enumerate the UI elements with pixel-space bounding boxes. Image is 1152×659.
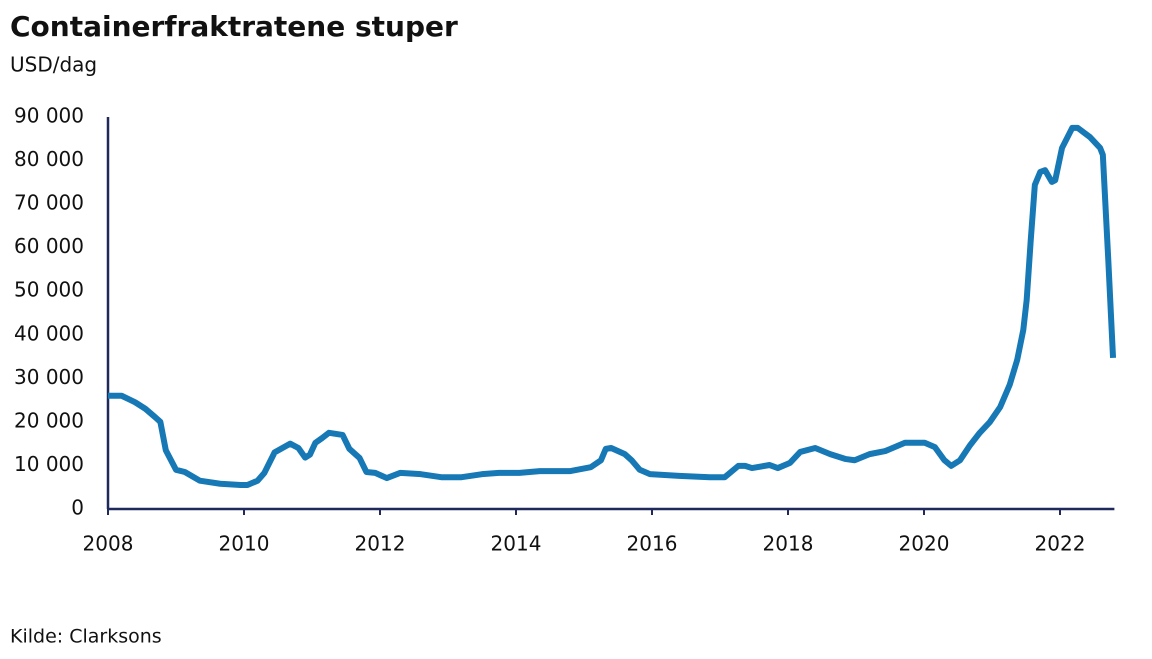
chart-subtitle: USD/dag — [10, 53, 97, 77]
y-tick-label: 90 000 — [14, 104, 84, 128]
y-tick-label: 70 000 — [14, 191, 84, 215]
x-tick-label: 2010 — [219, 532, 270, 556]
y-tick-label: 40 000 — [14, 321, 84, 345]
x-tick-label: 2008 — [83, 532, 134, 556]
y-tick-label: 80 000 — [14, 147, 84, 171]
x-tick-label: 2020 — [899, 532, 950, 556]
x-tick-label: 2014 — [491, 532, 542, 556]
y-tick-label: 20 000 — [14, 408, 84, 432]
y-tick-label: 60 000 — [14, 234, 84, 258]
data-line — [108, 124, 1117, 489]
x-tick-label: 2016 — [627, 532, 678, 556]
y-tick-label: 10 000 — [14, 452, 84, 476]
y-tick-label: 50 000 — [14, 278, 84, 302]
y-tick-label: 30 000 — [14, 365, 84, 389]
x-tick-label: 2022 — [1035, 532, 1086, 556]
x-tick-label: 2012 — [355, 532, 406, 556]
y-tick-label: 0 — [71, 496, 84, 520]
source: Kilde: Clarksons — [10, 626, 162, 648]
chart-title: Containerfraktratene stuper — [10, 10, 458, 43]
x-tick-label: 2018 — [763, 532, 814, 556]
